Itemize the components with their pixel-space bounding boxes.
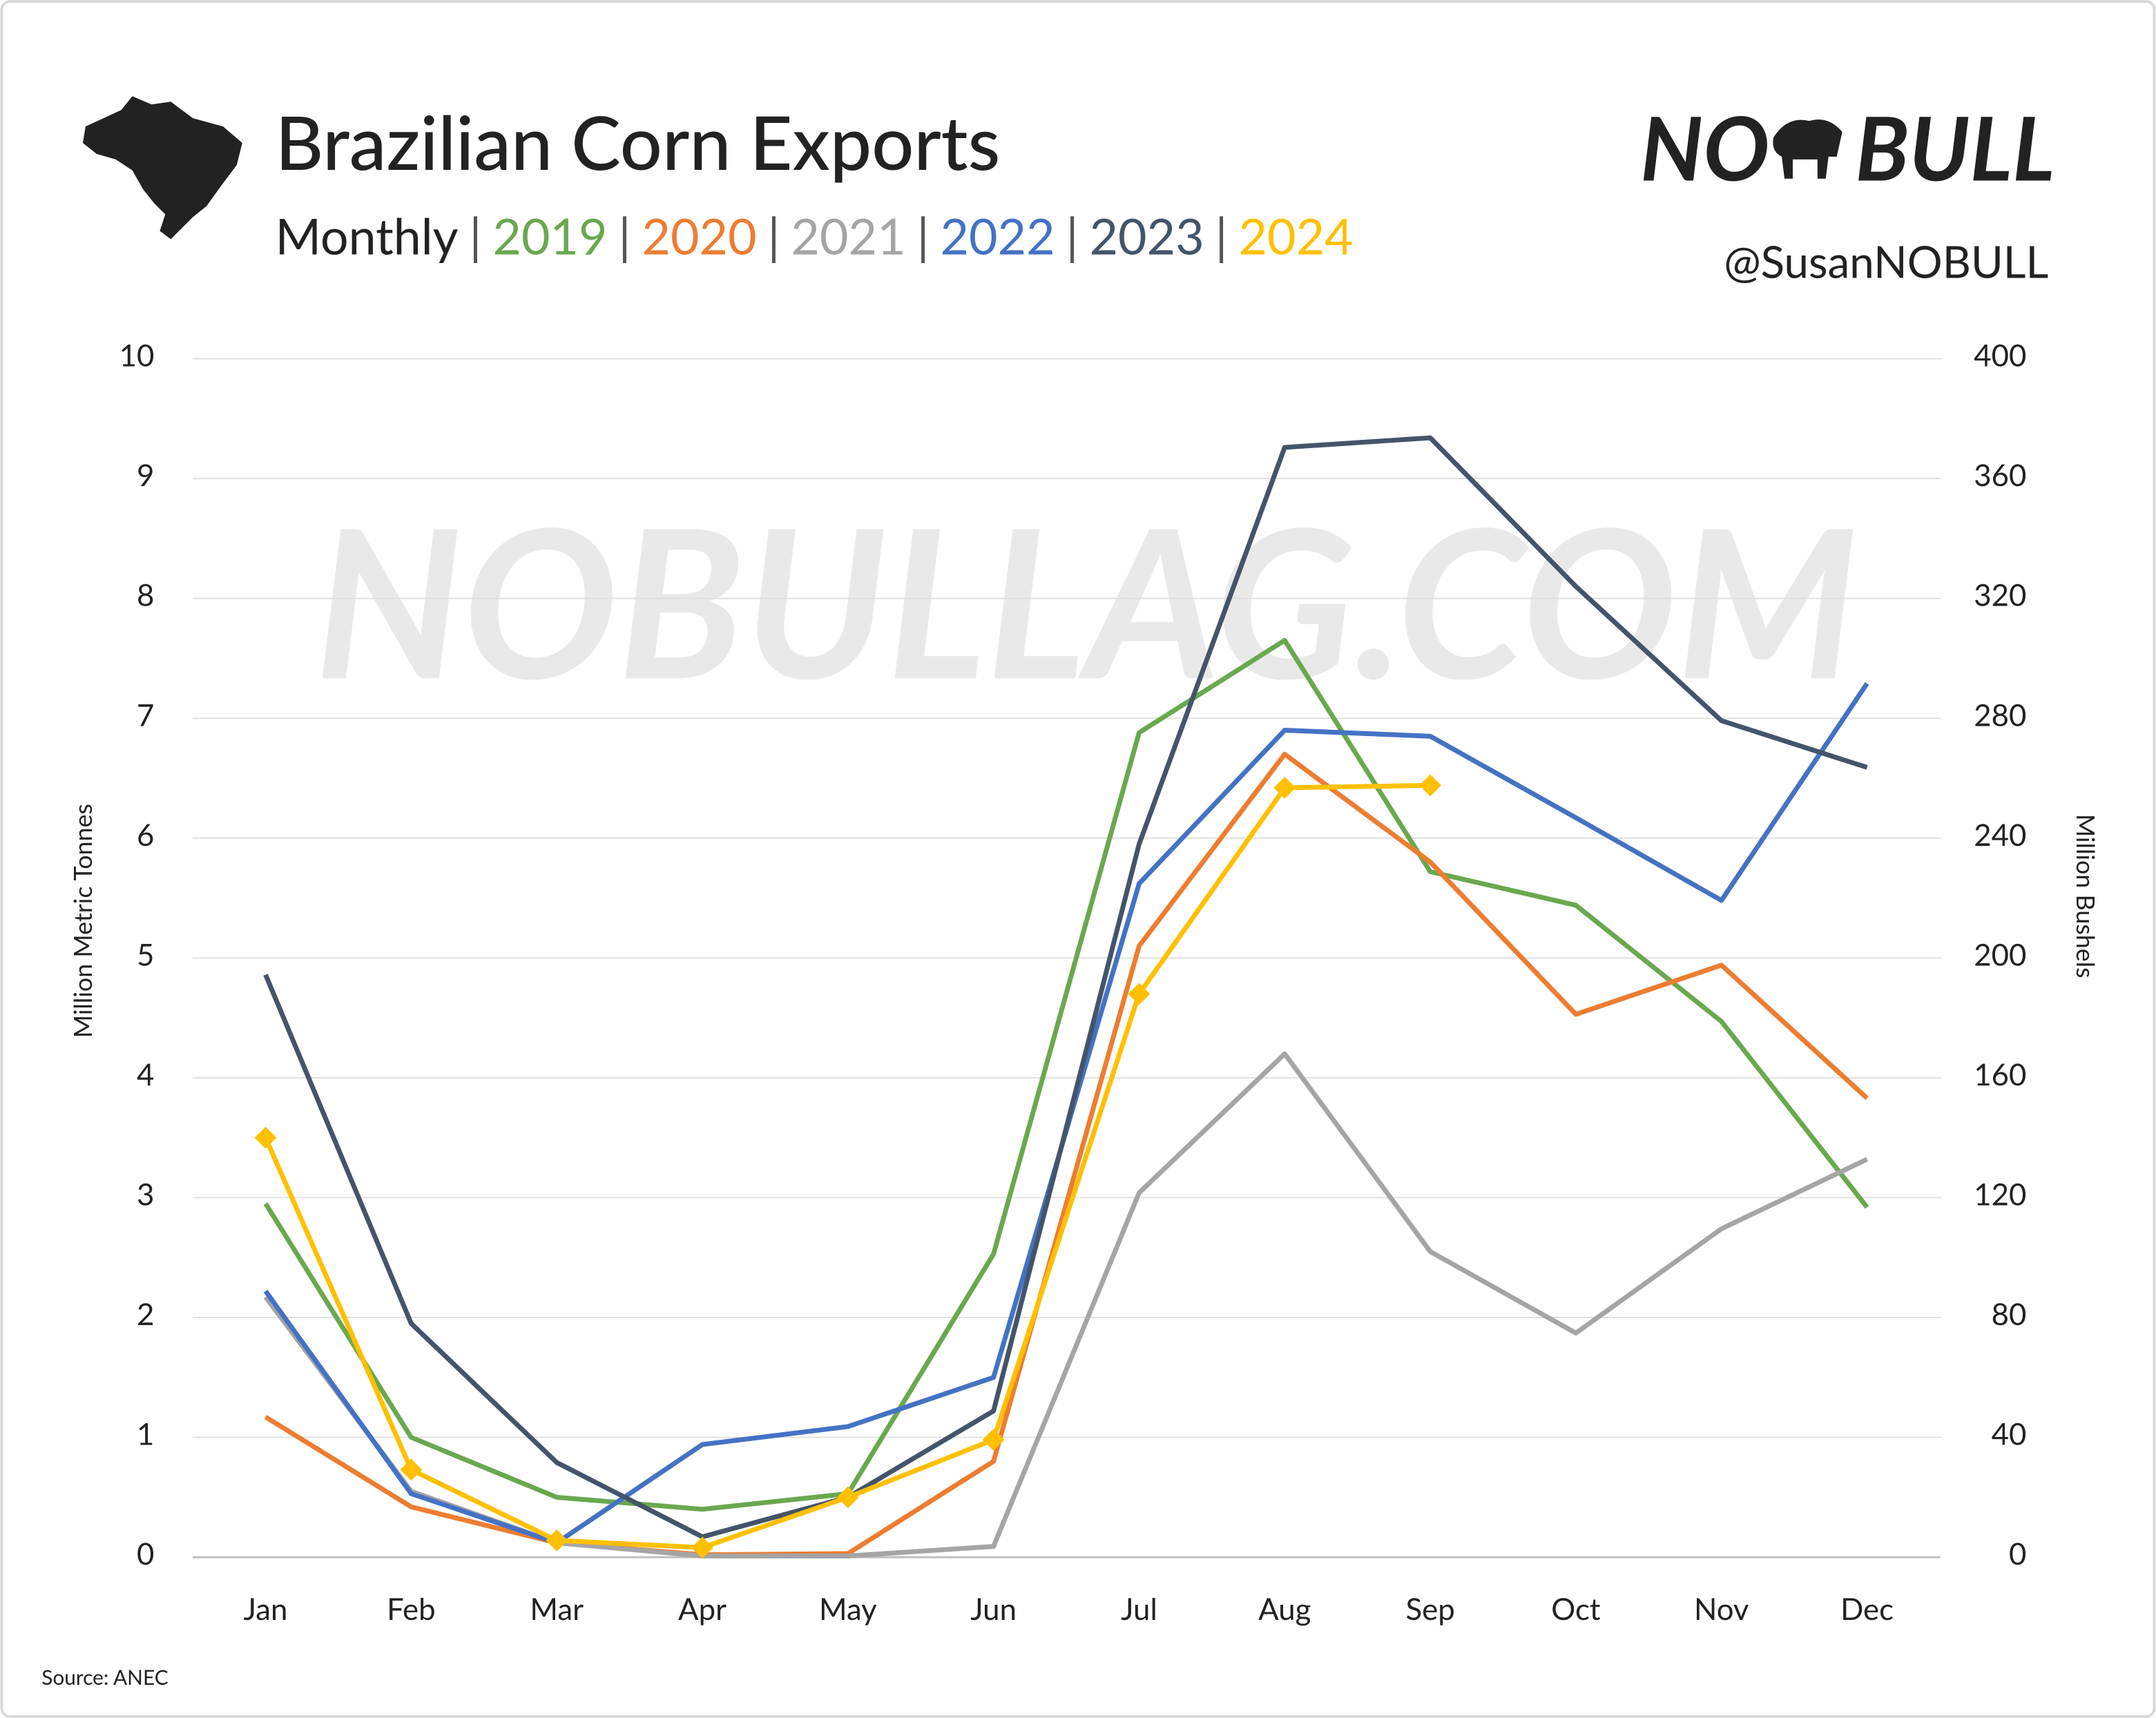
brazil-map [82,96,242,240]
handle: @SusanNOBULL [1724,234,2048,287]
legend-separator: | [1215,206,1228,265]
x-tick-label: Jul [1121,1591,1157,1627]
logo-left: NO [1640,95,1769,200]
y2-tick-label: 120 [1974,1177,2026,1213]
y-tick-label: 4 [137,1056,154,1092]
y2-tick-label: 240 [1974,817,2026,853]
legend-separator: | [917,206,930,265]
y-tick-label: 0 [137,1536,154,1572]
y2-tick-label: 400 [1974,338,2026,374]
legend-entry: 2022 [940,206,1055,265]
y-tick-label: 7 [137,697,154,733]
y2-tick-label: 280 [1974,697,2026,733]
x-tick-label: Oct [1551,1591,1601,1627]
y2-tick-label: 40 [1992,1416,2027,1452]
series-line [263,637,1869,1512]
x-tick-label: May [819,1591,877,1627]
plot-area: 0 1 2 3 4 5 6 7 8 9 10 0 40 80 120 160 200 240 280 320 360 40… [119,338,2027,1627]
y-tick-label: 2 [137,1296,154,1332]
y2-tick-label: 200 [1974,936,2026,972]
legend-entry: 2024 [1238,206,1353,265]
y2-tick-label: 0 [2009,1536,2026,1572]
y2-tick-label: 80 [1992,1296,2027,1332]
y-tick-label: 8 [137,577,154,613]
x-tick-label: Aug [1258,1591,1311,1627]
y-tick-label: 6 [137,817,154,853]
x-tick-label: Nov [1694,1591,1749,1627]
x-tick-label: Feb [387,1591,435,1627]
legend-separator: | [1066,206,1079,265]
chart-title: Brazilian Corn Exports [276,97,1001,186]
y-tick-label: 1 [137,1416,154,1452]
point-marker [836,1486,859,1509]
y-tick-label: 3 [137,1177,154,1213]
point-marker [1128,983,1151,1005]
y2-axis-label: Million Bushels [2071,814,2101,978]
x-tick-label: Sep [1405,1591,1454,1627]
legend-separator: | [470,206,482,265]
y-tick-label: 5 [137,936,154,972]
point-marker [546,1529,568,1552]
x-tick-label: Apr [678,1591,726,1627]
legend-entry: 2023 [1089,206,1204,265]
subtitle-legend: Monthly | 2019 | 2020 | 2021 | 2022 | 2023 | 2024 [276,206,1354,265]
point-marker [1419,774,1442,797]
legend-entry: 2019 [492,206,607,265]
logo-right: BULL [1855,95,2054,200]
x-tick-label: Mar [530,1591,584,1627]
legend-entry: 2020 [642,206,756,265]
source: Source: ANEC [41,1666,169,1690]
y2-tick-label: 360 [1974,457,2026,493]
x-tick-label: Jun [970,1591,1017,1627]
legend-entry: 2021 [791,206,905,265]
y-tick-label: 9 [137,457,154,493]
x-tick-label: Jan [244,1591,288,1627]
y-tick-label: 10 [119,338,155,374]
point-marker [691,1536,713,1559]
x-tick-label: Dec [1840,1591,1894,1627]
y-axis-label: Million Metric Tonnes [68,804,97,1038]
point-marker [400,1458,423,1481]
y2-tick-label: 160 [1974,1056,2026,1092]
series-line [263,435,1868,1540]
subtitle-text: Monthly [276,206,459,265]
y2-tick-label: 320 [1974,577,2026,613]
legend-separator: | [619,206,631,265]
bull-icon [1773,119,1842,179]
legend-separator: | [768,206,780,265]
